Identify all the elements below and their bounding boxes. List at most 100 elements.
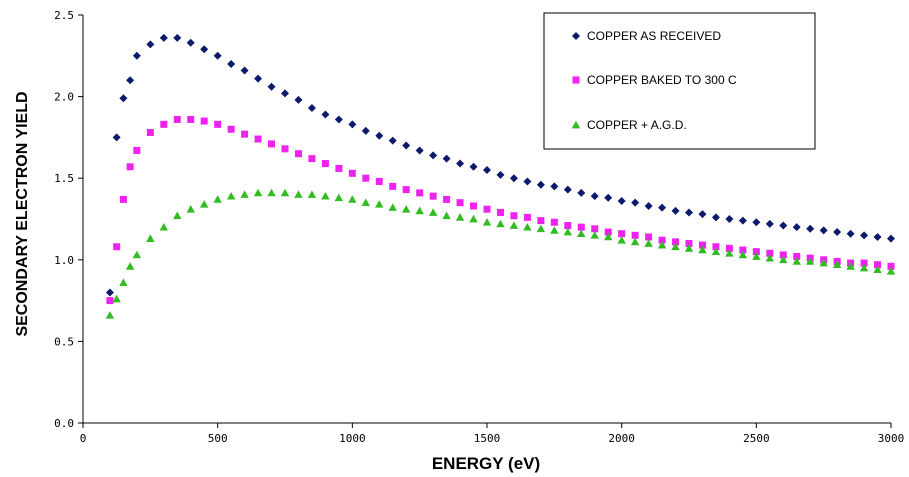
triangle-point xyxy=(321,191,330,200)
diamond-point xyxy=(617,197,626,206)
square-point xyxy=(214,120,222,128)
triangle-point xyxy=(563,227,572,236)
diamond-point xyxy=(442,154,451,163)
square-point xyxy=(187,115,195,123)
triangle-point xyxy=(267,188,276,197)
triangle-point xyxy=(684,244,694,252)
triangle-point xyxy=(859,263,869,272)
triangle-point xyxy=(509,221,519,229)
triangle-point xyxy=(671,242,680,251)
triangle-point xyxy=(832,260,842,269)
diamond-point xyxy=(267,82,276,91)
square-point xyxy=(470,202,478,210)
x-axis-ticks: 0 500 1000 1500 2000 2500 3000 xyxy=(80,423,905,445)
square-point xyxy=(510,212,518,220)
diamond-point xyxy=(873,232,882,241)
triangle-point xyxy=(375,200,384,208)
diamond-point xyxy=(846,229,855,238)
diamond-point xyxy=(334,115,343,124)
diamond-point xyxy=(860,231,869,240)
triangle-point xyxy=(482,218,492,226)
diamond-point xyxy=(698,210,707,219)
square-point xyxy=(564,222,572,230)
square-point xyxy=(631,231,639,239)
diamond-point xyxy=(536,180,545,189)
triangle-point xyxy=(711,247,721,255)
square-point xyxy=(712,243,720,251)
diamond-point xyxy=(469,162,478,171)
triangle-point xyxy=(159,222,168,231)
square-point xyxy=(308,155,316,163)
x-tick-label: 2000 xyxy=(608,432,635,445)
diamond-point xyxy=(685,208,693,217)
triangle-point xyxy=(779,255,788,264)
triangle-point xyxy=(146,234,155,242)
square-point xyxy=(200,117,208,125)
square-point xyxy=(173,115,181,123)
triangle-point xyxy=(590,231,599,239)
square-point xyxy=(113,243,121,251)
diamond-point xyxy=(415,146,424,155)
square-point xyxy=(860,259,868,267)
triangle-point xyxy=(334,193,344,202)
x-tick-label: 3000 xyxy=(878,432,905,445)
diamond-point xyxy=(509,174,518,183)
square-point xyxy=(483,205,491,213)
diamond-point xyxy=(200,45,209,54)
diamond-point xyxy=(483,166,491,175)
square-point xyxy=(126,163,134,171)
square-point xyxy=(725,244,733,252)
triangle-point xyxy=(819,258,828,267)
triangle-point xyxy=(105,311,115,319)
legend-entry-label: COPPER AS RECEIVED xyxy=(587,29,721,43)
diamond-point xyxy=(146,40,155,49)
legend-triangle-marker xyxy=(571,120,581,129)
triangle-point xyxy=(792,257,801,265)
square-point xyxy=(146,129,154,137)
diamond-point xyxy=(321,110,330,119)
square-point xyxy=(294,150,302,158)
square-point xyxy=(227,125,235,133)
square-point xyxy=(645,233,653,241)
triangle-point xyxy=(886,267,896,275)
diamond-point xyxy=(671,206,680,215)
diamond-point xyxy=(658,203,667,212)
diamond-point xyxy=(738,216,747,225)
triangle-point xyxy=(240,190,249,198)
diamond-point xyxy=(833,228,842,237)
square-point xyxy=(443,195,451,203)
square-point xyxy=(618,230,626,238)
diamond-point xyxy=(119,94,128,103)
triangle-point xyxy=(415,206,424,215)
data-marks xyxy=(105,33,896,319)
legend-diamond-marker xyxy=(572,32,580,40)
triangle-point xyxy=(226,191,236,200)
triangle-point xyxy=(523,222,532,231)
square-point xyxy=(577,223,585,231)
y-tick-label: 2.5 xyxy=(54,9,74,22)
diamond-point xyxy=(725,215,734,223)
triangle-point xyxy=(806,257,815,265)
diamond-point xyxy=(227,59,236,68)
square-point xyxy=(348,169,356,177)
diamond-point xyxy=(254,74,263,83)
diamond-point xyxy=(577,188,586,197)
y-tick-label: 2.0 xyxy=(54,91,74,104)
triangle-point xyxy=(604,232,613,241)
diamond-point xyxy=(887,234,895,243)
legend-box xyxy=(543,12,816,150)
diamond-point xyxy=(388,136,397,145)
diamond-point xyxy=(523,177,532,186)
square-point xyxy=(779,251,787,259)
diamond-point xyxy=(307,104,316,113)
square-point xyxy=(160,120,168,128)
square-point xyxy=(604,228,612,236)
diamond-point xyxy=(375,131,384,140)
square-point xyxy=(362,174,370,182)
square-point xyxy=(685,239,693,247)
triangle-point xyxy=(388,203,397,211)
square-point xyxy=(739,246,747,254)
y-axis-ticks: 0.0 0.5 1.0 1.5 2.0 2.5 xyxy=(54,9,83,430)
diamond-point xyxy=(456,159,465,168)
triangle-point xyxy=(280,188,290,197)
